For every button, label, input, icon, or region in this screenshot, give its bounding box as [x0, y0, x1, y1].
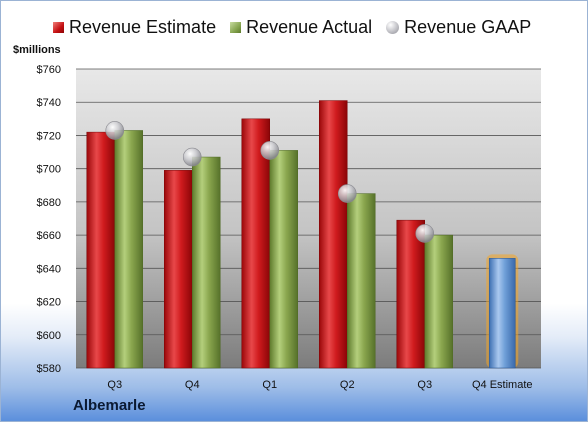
- legend-swatch-estimate: [53, 22, 64, 33]
- legend-item-estimate: Revenue Estimate: [53, 17, 216, 38]
- x-tick-label: Q4: [185, 379, 200, 391]
- company-name: Albemarle: [73, 397, 146, 414]
- plot-area: [76, 69, 541, 368]
- legend: Revenue Estimate Revenue Actual Revenue …: [53, 17, 545, 38]
- bar-revenue-actual: [114, 130, 143, 369]
- x-tick-label: Q3: [417, 379, 432, 391]
- y-tick-label: $580: [37, 363, 61, 375]
- legend-label-estimate: Revenue Estimate: [69, 17, 217, 37]
- bar-forecast: [488, 258, 516, 369]
- bar-revenue-estimate: [164, 170, 193, 369]
- bar-revenue-actual: [269, 150, 298, 369]
- legend-swatch-actual: [230, 22, 242, 33]
- marker-revenue-gaap: [337, 184, 357, 203]
- bar-revenue-estimate: [86, 131, 115, 369]
- y-tick-label: $740: [37, 97, 61, 109]
- y-tick-label: $680: [37, 197, 61, 209]
- bar-revenue-actual: [347, 193, 376, 369]
- marker-revenue-gaap: [182, 147, 202, 167]
- bar-revenue-actual: [424, 234, 453, 369]
- marker-revenue-gaap: [415, 224, 435, 243]
- legend-item-actual: Revenue Actual: [230, 17, 372, 38]
- x-tick-label: Q1: [262, 379, 277, 391]
- bar-revenue-estimate: [396, 219, 425, 369]
- bar-revenue-estimate: [319, 100, 348, 369]
- y-tick-label: $600: [37, 330, 61, 342]
- y-tick-label: $640: [37, 263, 61, 275]
- y-tick-label: $760: [37, 64, 61, 76]
- x-tick-label: Q3: [107, 379, 122, 391]
- x-tick-label: Q4 Estimate: [472, 379, 533, 391]
- x-tick-label: Q2: [340, 379, 355, 391]
- y-tick-label: $700: [37, 164, 61, 176]
- y-tick-label: $660: [37, 230, 61, 242]
- marker-revenue-gaap: [260, 141, 280, 160]
- bar-revenue-estimate: [241, 118, 270, 369]
- marker-revenue-gaap: [105, 121, 125, 140]
- bar-revenue-actual: [192, 156, 221, 369]
- y-tick-label: $720: [37, 130, 61, 142]
- y-axis-label: $millions: [13, 44, 61, 56]
- y-tick-label: $620: [37, 297, 61, 309]
- legend-label-gaap: Revenue GAAP: [404, 17, 532, 37]
- legend-label-actual: Revenue Actual: [246, 17, 373, 37]
- legend-swatch-gaap: [386, 21, 400, 34]
- legend-item-gaap: Revenue GAAP: [386, 17, 531, 38]
